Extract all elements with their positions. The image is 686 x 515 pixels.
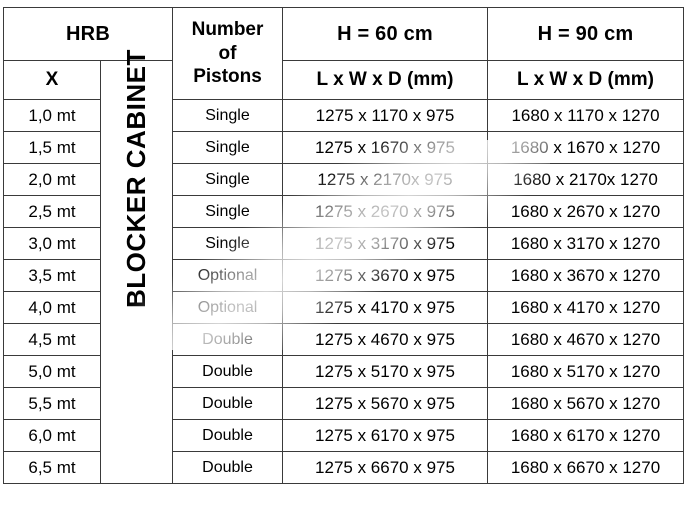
cell-x-length: 4,0 mt <box>3 291 101 324</box>
cell-dims-h60: 1275 x 3670 x 975 <box>282 259 488 292</box>
cell-dims-h90: 1680 x 6670 x 1270 <box>487 451 684 484</box>
cell-pistons: Single <box>172 195 283 228</box>
cell-pistons: Single <box>172 163 283 196</box>
cell-dims-h60: 1275 x 6670 x 975 <box>282 451 488 484</box>
cell-x-length: 3,0 mt <box>3 227 101 260</box>
cell-dims-h60: 1275 x 2170x 975 <box>282 163 488 196</box>
cell-dims-h90: 1680 x 2670 x 1270 <box>487 195 684 228</box>
cell-x-length: 6,5 mt <box>3 451 101 484</box>
cell-pistons: Single <box>172 131 283 164</box>
hrb-specification-table: HRB Number of Pistons H = 60 cm H = 90 c… <box>3 7 684 484</box>
cell-dims-h60: 1275 x 4670 x 975 <box>282 323 488 356</box>
spec-table-container: HRB Number of Pistons H = 60 cm H = 90 c… <box>3 7 684 484</box>
cell-dims-h60: 1275 x 1670 x 975 <box>282 131 488 164</box>
header-row-top: HRB Number of Pistons H = 60 cm H = 90 c… <box>3 7 684 100</box>
header-pistons-line-3: Pistons <box>193 66 262 88</box>
header-number-of-pistons: Number of Pistons <box>172 7 283 100</box>
cell-dims-h90: 1680 x 2170x 1270 <box>487 163 684 196</box>
header-hrb: HRB <box>3 7 173 61</box>
cell-x-length: 1,0 mt <box>3 99 101 132</box>
cell-pistons: Double <box>172 387 283 420</box>
cell-pistons: Double <box>172 419 283 452</box>
header-pistons-line-2: of <box>218 42 237 64</box>
header-pistons-line-1: Number <box>191 18 264 40</box>
cell-x-length: 5,5 mt <box>3 387 101 420</box>
table-row: 6,5 mt Double 1275 x 6670 x 975 1680 x 6670… <box>3 451 684 484</box>
cell-pistons: Double <box>172 323 283 356</box>
table-row: 5,0 mt Double 1275 x 5170 x 975 1680 x 5170… <box>3 355 684 388</box>
cell-dims-h60: 1275 x 5670 x 975 <box>282 387 488 420</box>
cell-dims-h60: 1275 x 5170 x 975 <box>282 355 488 388</box>
cell-x-length: 1,5 mt <box>3 131 101 164</box>
header-blocker-cabinet: BLOCKER CABINET <box>100 48 173 484</box>
cell-pistons: Optional <box>172 259 283 292</box>
header-height-60: H = 60 cm <box>282 7 488 61</box>
cell-dims-h60: 1275 x 3170 x 975 <box>282 227 488 260</box>
cell-pistons: Double <box>172 451 283 484</box>
cell-x-length: 5,0 mt <box>3 355 101 388</box>
header-dims-h60: L x W x D (mm) <box>282 60 488 100</box>
cell-dims-h90: 1680 x 3170 x 1270 <box>487 227 684 260</box>
cell-x-length: 6,0 mt <box>3 419 101 452</box>
cell-x-length: 2,5 mt <box>3 195 101 228</box>
cell-dims-h90: 1680 x 4670 x 1270 <box>487 323 684 356</box>
cell-dims-h60: 1275 x 6170 x 975 <box>282 419 488 452</box>
cell-pistons: Optional <box>172 291 283 324</box>
cell-dims-h60: 1275 x 2670 x 975 <box>282 195 488 228</box>
cell-pistons: Single <box>172 99 283 132</box>
cell-pistons: Single <box>172 227 283 260</box>
table-row: 1,0 mt Single 1275 x 1170 x 975 1680 x 1170… <box>3 99 684 132</box>
cell-dims-h90: 1680 x 1170 x 1270 <box>487 99 684 132</box>
header-height-90: H = 90 cm <box>487 7 684 61</box>
cell-dims-h90: 1680 x 5170 x 1270 <box>487 355 684 388</box>
cell-dims-h90: 1680 x 6170 x 1270 <box>487 419 684 452</box>
cell-dims-h90: 1680 x 3670 x 1270 <box>487 259 684 292</box>
cell-x-length: 2,0 mt <box>3 163 101 196</box>
blocker-cabinet-label: BLOCKER CABINET <box>121 48 151 308</box>
cell-x-length: 3,5 mt <box>3 259 101 292</box>
header-x: X <box>3 60 101 100</box>
header-dims-h90: L x W x D (mm) <box>487 60 684 100</box>
table-row: 5,5 mt Double 1275 x 5670 x 975 1680 x 5670… <box>3 387 684 420</box>
cell-dims-h90: 1680 x 1670 x 1270 <box>487 131 684 164</box>
table-row: 6,0 mt Double 1275 x 6170 x 975 1680 x 6170… <box>3 419 684 452</box>
cell-dims-h90: 1680 x 4170 x 1270 <box>487 291 684 324</box>
cell-pistons: Double <box>172 355 283 388</box>
cell-dims-h60: 1275 x 4170 x 975 <box>282 291 488 324</box>
cell-x-length: 4,5 mt <box>3 323 101 356</box>
cell-dims-h90: 1680 x 5670 x 1270 <box>487 387 684 420</box>
header-row-sub: X BLOCKER CABINET L x W x D (mm) L x W x… <box>3 49 684 484</box>
cell-dims-h60: 1275 x 1170 x 975 <box>282 99 488 132</box>
